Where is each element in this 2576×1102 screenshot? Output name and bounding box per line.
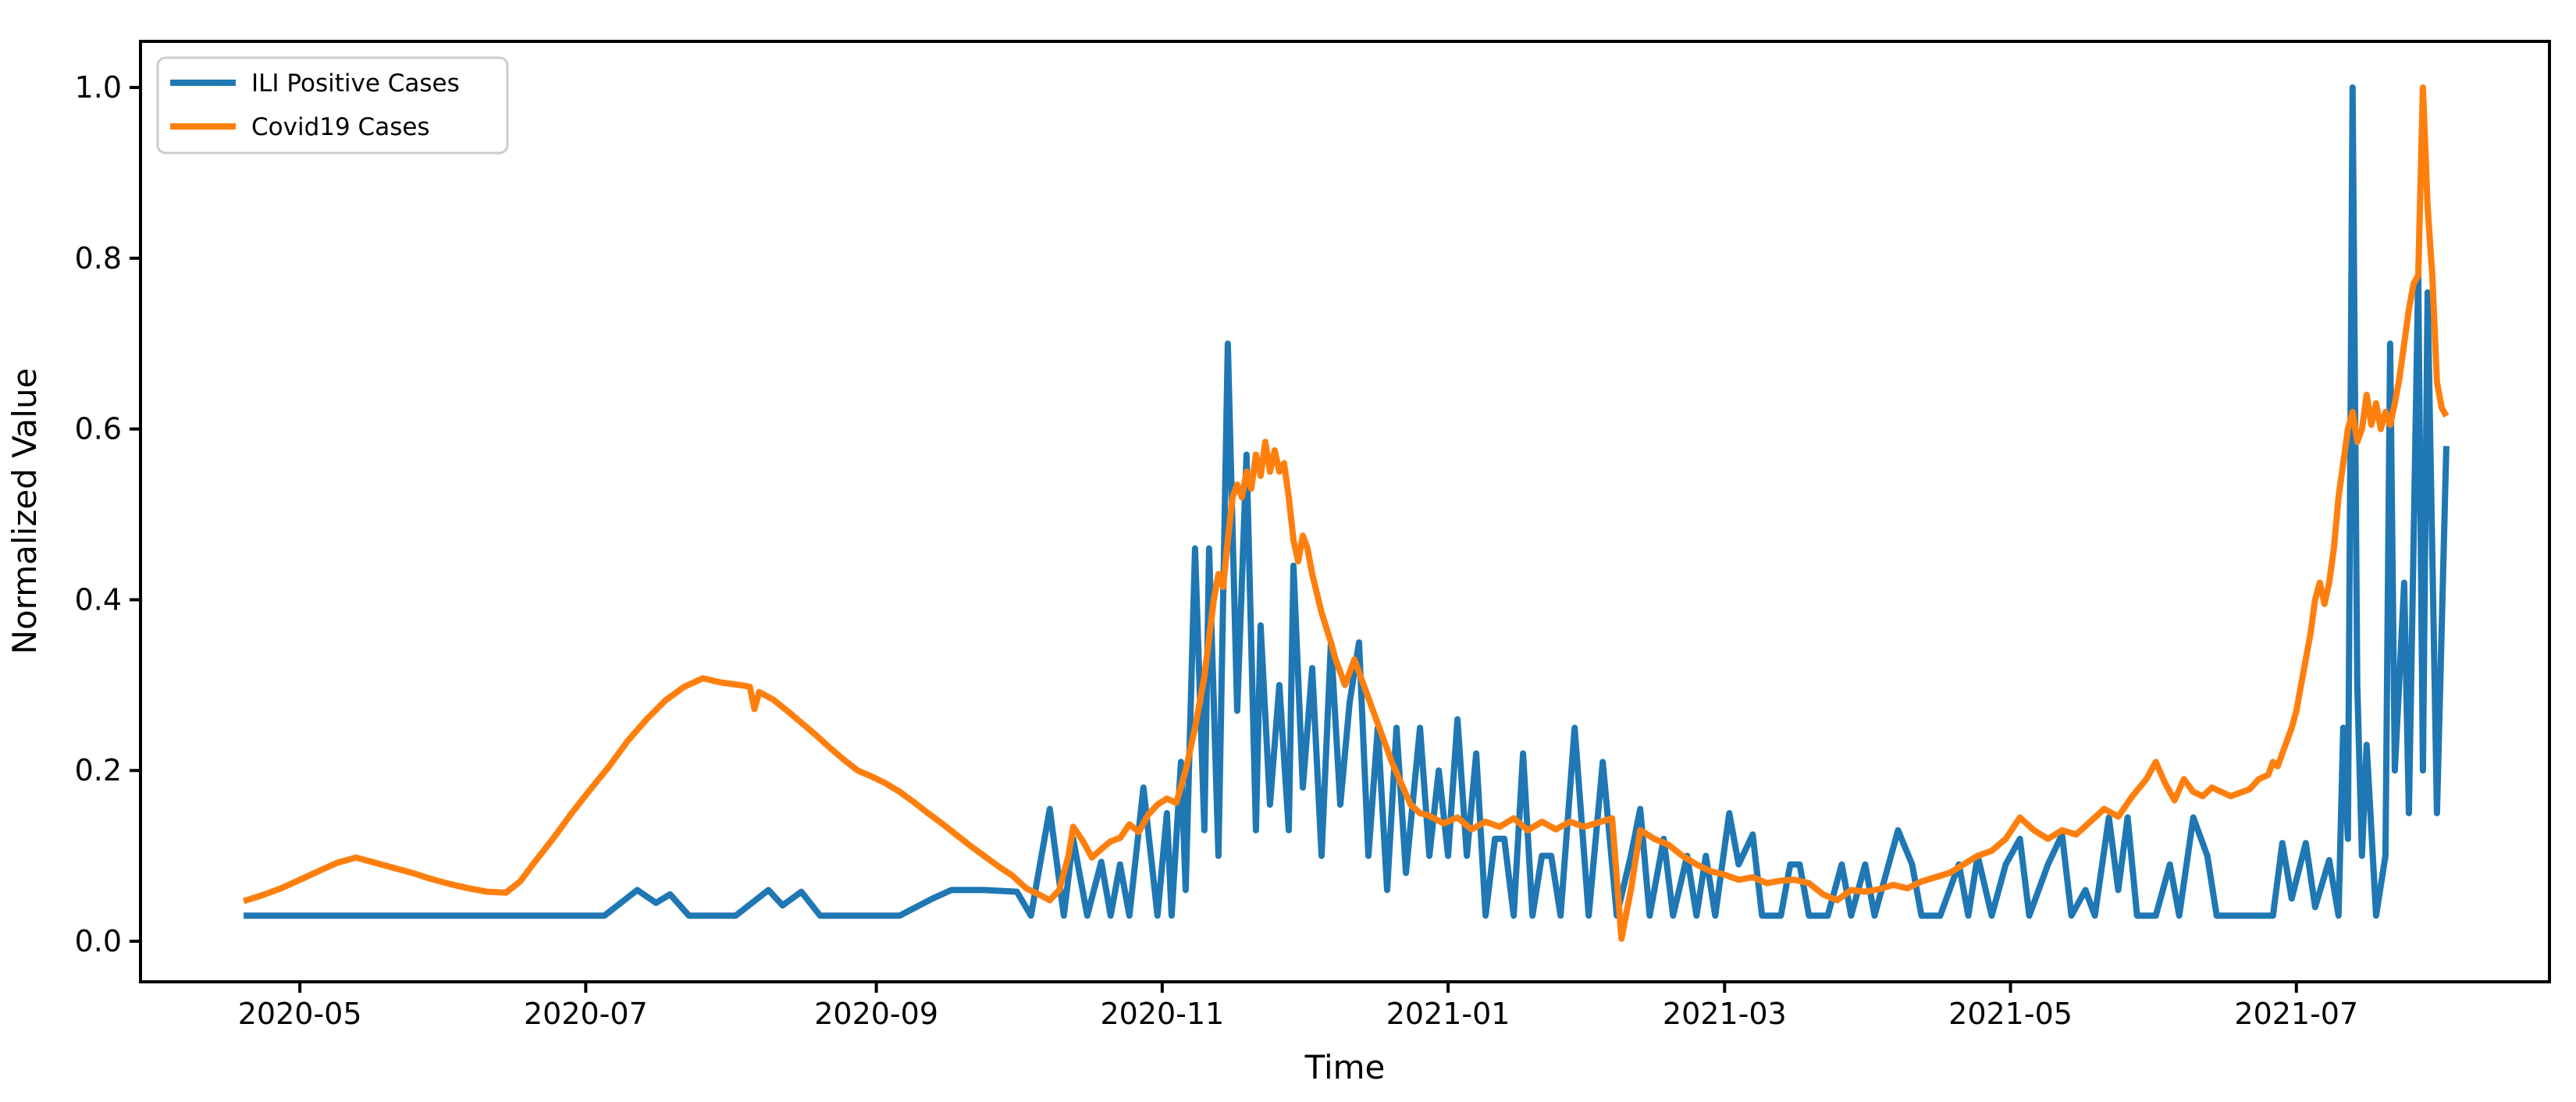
plot-series	[242, 84, 2450, 942]
x-tick-label: 2021-05	[1948, 997, 2073, 1031]
legend-entry-label: ILI Positive Cases	[251, 69, 460, 98]
x-tick-label: 2021-01	[1386, 997, 1510, 1031]
x-axis-ticks: 2020-05 2020-07 2020-09 2020-11 2021-01 2021-…	[238, 982, 2358, 1031]
plot-frame	[139, 40, 2551, 983]
y-tick-label: 0.0	[75, 924, 122, 958]
y-tick-label: 1.0	[75, 70, 122, 105]
y-tick-label: 0.8	[75, 241, 122, 276]
x-tick-label: 2021-03	[1663, 997, 1787, 1031]
x-tick-label: 2020-07	[524, 997, 648, 1031]
x-tick-label: 2020-05	[238, 997, 362, 1031]
y-tick-label: 0.6	[75, 412, 122, 446]
series-line-ili-positive-cases	[244, 84, 2450, 919]
legend: ILI Positive Cases Covid19 Cases	[156, 56, 509, 155]
legend-entry-covid: Covid19 Cases	[170, 113, 430, 141]
y-axis-ticks: 0.0 0.2 0.4 0.6 0.8 1.0	[75, 70, 141, 958]
legend-entry-ili: ILI Positive Cases	[170, 69, 460, 98]
legend-entry-label: Covid19 Cases	[251, 113, 430, 141]
legend-box	[156, 56, 509, 155]
y-tick-label: 0.4	[75, 582, 122, 617]
x-axis-label: Time	[1304, 1048, 1386, 1086]
y-axis-label: Normalized Value	[5, 368, 44, 655]
x-tick-label: 2021-07	[2234, 997, 2358, 1031]
series-line-covid19-cases	[242, 84, 2450, 942]
y-tick-label: 0.2	[75, 753, 122, 787]
x-tick-label: 2020-09	[814, 997, 938, 1031]
x-tick-label: 2020-11	[1100, 997, 1224, 1031]
